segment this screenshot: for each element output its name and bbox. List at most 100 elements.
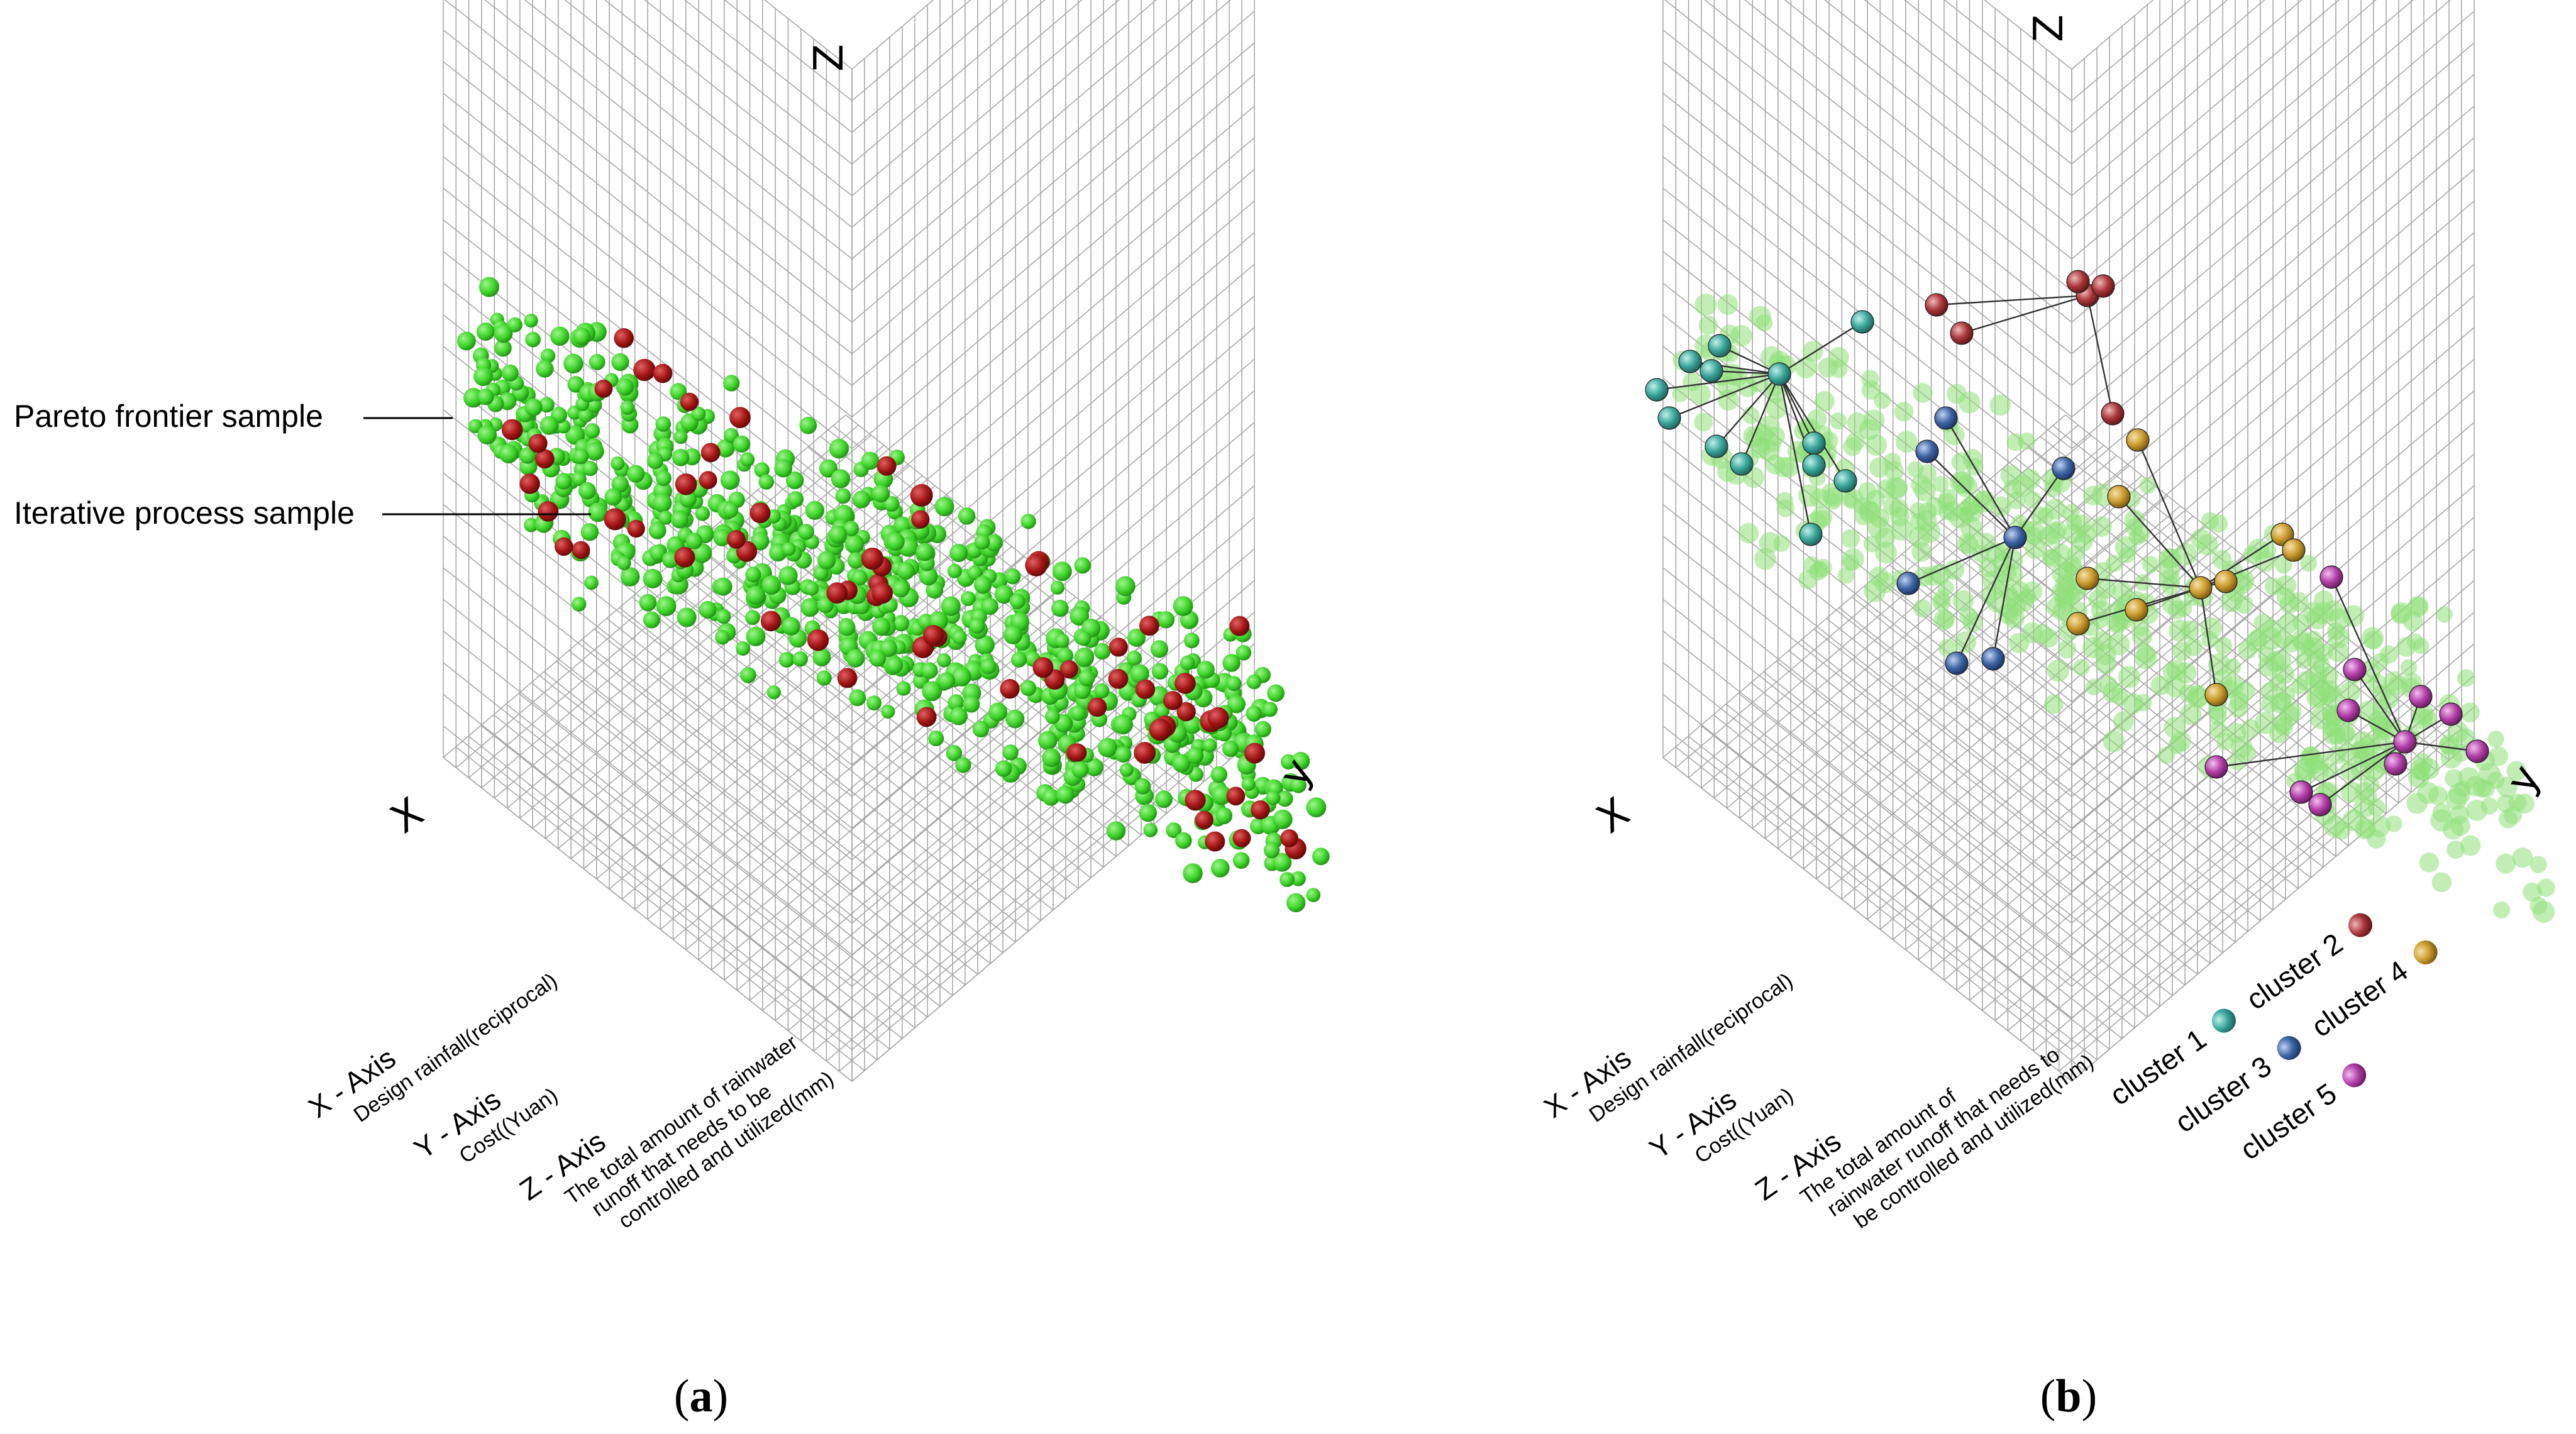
iterative-sample-point: [880, 639, 898, 657]
left-wall-gridline: [683, 0, 853, 133]
iterative-sample-point: [2408, 766, 2430, 788]
iterative-sample-point: [1758, 440, 1780, 461]
floor-gridline: [1889, 564, 2299, 890]
iterative-sample-point: [958, 507, 976, 525]
left-wall-gridline: [763, 0, 853, 70]
iterative-sample-point: [1127, 628, 1146, 647]
pareto-sample-point: [1087, 697, 1107, 717]
iterative-sample-point: [1134, 778, 1151, 795]
iterative-sample-point: [1106, 821, 1126, 841]
iterative-sample-point: [611, 456, 625, 471]
iterative-sample-point: [1254, 720, 1271, 737]
iterative-sample-point: [658, 510, 673, 525]
iterative-sample-point: [2327, 626, 2350, 649]
iterative-sample-point: [948, 694, 965, 711]
right-wall-gridline: [2071, 0, 2228, 133]
iterative-sample-point: [2150, 675, 2170, 696]
iterative-sample-point: [1895, 431, 1918, 453]
pareto-sample-point: [1163, 691, 1183, 710]
iterative-sample-point: [1306, 797, 1327, 818]
iterative-sample-point: [716, 439, 735, 458]
pareto-sample-point: [653, 363, 673, 383]
right-wall-gridline: [851, 0, 934, 70]
iterative-sample-point: [643, 568, 663, 588]
iterative-sample-point: [616, 378, 634, 396]
iterative-sample-point: [1115, 746, 1132, 763]
iterative-sample-point: [2260, 627, 2282, 650]
iterative-sample-point: [2103, 730, 2125, 753]
iterative-sample-point: [778, 566, 798, 585]
iterative-sample-point: [699, 600, 717, 619]
pareto-sample-point: [594, 379, 613, 398]
cluster-1-link: [1778, 373, 1815, 444]
iterative-sample-point: [1943, 501, 1963, 522]
cluster-3-link: [1926, 451, 2016, 538]
iterative-sample-point: [2091, 600, 2112, 621]
iterative-sample-point: [573, 448, 589, 465]
iterative-sample-point: [896, 681, 911, 696]
iterative-sample-point: [1981, 587, 1998, 605]
cluster-5-link: [2330, 576, 2406, 742]
iterative-sample-point: [2291, 678, 2308, 695]
iterative-sample-point: [1005, 709, 1025, 729]
iterative-sample-point: [519, 447, 536, 464]
iterative-sample-point: [2260, 682, 2279, 700]
cluster-3-link: [1908, 536, 2016, 585]
iterative-sample-point: [866, 695, 882, 711]
iterative-sample-point: [846, 649, 865, 668]
iterative-sample-point: [585, 423, 600, 439]
iterative-sample-point: [1672, 385, 1689, 402]
cluster-1-link: [1669, 373, 1780, 419]
iterative-sample-point: [1094, 683, 1110, 698]
iterative-sample-point: [1241, 777, 1256, 791]
iterative-sample-point: [1020, 514, 1036, 529]
iterative-sample-point: [2118, 666, 2140, 688]
iterative-sample-point: [745, 610, 760, 626]
panel-b-x-axis-letter: X: [1589, 789, 1638, 843]
iterative-sample-point: [2228, 697, 2248, 718]
iterative-sample-point: [1883, 497, 1902, 516]
iterative-sample-point: [1273, 852, 1292, 872]
iterative-sample-point: [2008, 632, 2030, 654]
right-wall-gridline: [851, 137, 1255, 481]
iterative-sample-point: [1918, 464, 1937, 483]
cluster-1-point: [1708, 334, 1732, 358]
iterative-sample-point: [2201, 512, 2219, 530]
iterative-sample-point: [578, 407, 594, 423]
pareto-sample-point: [699, 471, 717, 490]
right-wall-gridline: [2071, 0, 2265, 165]
iterative-sample-point: [1999, 584, 2018, 602]
floor-gridline: [669, 564, 1079, 890]
legend-marker-cluster-3: [2277, 1035, 2301, 1060]
iterative-sample-point: [816, 670, 832, 686]
left-wall-gridline: [1664, 0, 2072, 323]
iterative-sample-point: [1890, 518, 1913, 541]
pareto-frontier-annotation: Pareto frontier sample: [14, 399, 323, 434]
iterative-sample-point: [479, 277, 499, 297]
floor-gridline: [583, 526, 987, 869]
cluster-1-link: [1779, 321, 1863, 375]
iterative-sample-point: [716, 609, 731, 624]
iterative-sample-point: [1894, 402, 1914, 422]
iterative-sample-point: [620, 400, 635, 415]
cluster-5-point: [2308, 793, 2332, 817]
iterative-sample-point: [1210, 766, 1228, 783]
iterative-sample-point: [1056, 785, 1075, 804]
iterative-sample-point: [1157, 611, 1175, 629]
right-wall-gridline: [2071, 0, 2154, 70]
iterative-sample-point: [1276, 790, 1293, 807]
pareto-sample-point: [1185, 790, 1206, 811]
iterative-sample-point: [2431, 872, 2452, 893]
right-wall-gridline: [2071, 11, 2475, 355]
cluster-3-point: [1981, 647, 2005, 671]
cluster-1-point: [1802, 453, 1826, 477]
cluster-1-point: [1850, 310, 1874, 334]
cluster-2-link: [1961, 294, 2088, 334]
right-wall-gridline: [2071, 74, 2475, 418]
iterative-sample-point: [804, 582, 819, 596]
iterative-sample-point: [994, 585, 1014, 604]
right-wall-gridline: [2071, 201, 2475, 544]
iterative-sample-point: [1794, 356, 1817, 378]
cluster-1-point: [1700, 359, 1723, 383]
